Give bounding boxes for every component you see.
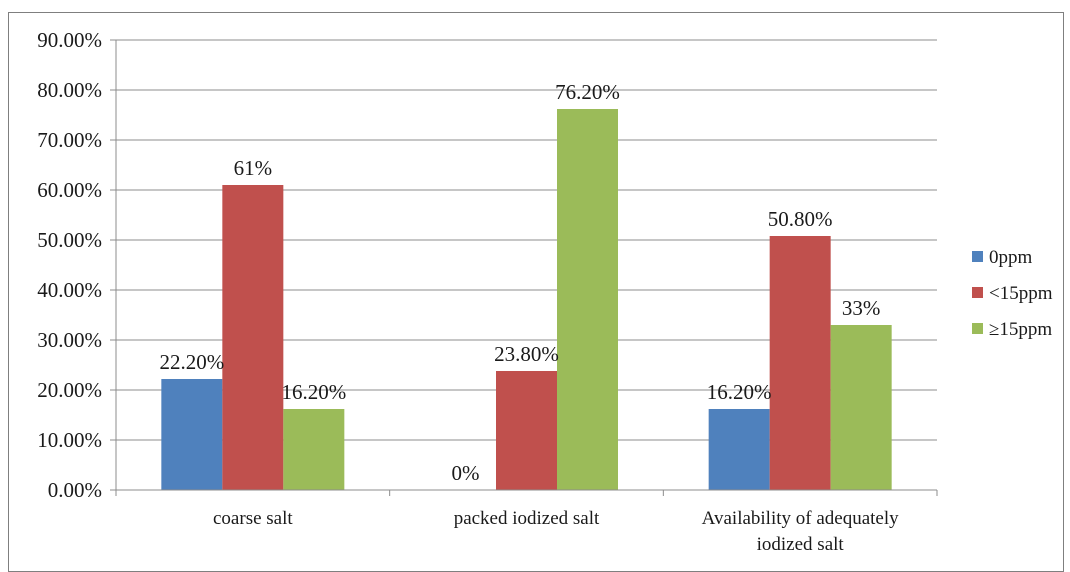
legend-label: ≥15ppm	[989, 319, 1052, 340]
y-tick-label: 40.00%	[37, 278, 102, 302]
bar	[161, 379, 223, 490]
data-label: 61%	[234, 156, 273, 180]
legend: 0ppm <15ppm ≥15ppm	[972, 247, 1053, 340]
bar	[708, 409, 770, 490]
x-category-label-line: iodized salt	[757, 534, 845, 555]
data-label: 23.80%	[494, 342, 559, 366]
y-tick-label: 80.00%	[37, 78, 102, 102]
x-category-label-line: Availability of adequately	[702, 508, 899, 529]
bar	[496, 371, 557, 490]
data-labels: 22.20% 61% 16.20% 0% 23.80% 76.20% 16.20% 50.80…	[159, 80, 880, 485]
legend-swatch	[972, 251, 983, 262]
y-tick-label: 70.00%	[37, 128, 102, 152]
x-category-label-line: coarse salt	[213, 508, 293, 529]
bars	[161, 109, 892, 490]
data-label: 50.80%	[768, 207, 833, 231]
bar	[557, 109, 618, 490]
x-category-label: Availability of adequately iodized salt	[702, 508, 899, 555]
bar	[222, 185, 284, 490]
y-tick-label: 60.00%	[37, 178, 102, 202]
data-label: 0%	[452, 461, 480, 485]
bar	[830, 325, 892, 490]
y-tick-label: 90.00%	[37, 28, 102, 52]
y-tick-label: 50.00%	[37, 228, 102, 252]
y-tick-label: 0.00%	[48, 478, 102, 502]
x-category-label: packed iodized salt	[454, 508, 600, 529]
y-tick-label: 10.00%	[37, 428, 102, 452]
legend-swatch	[972, 323, 983, 334]
data-label: 22.20%	[159, 350, 224, 374]
bar	[769, 236, 831, 490]
x-category-label-line: packed iodized salt	[454, 508, 600, 529]
bar	[283, 409, 345, 490]
x-category-label: coarse salt	[213, 508, 293, 529]
legend-label: 0ppm	[989, 247, 1033, 268]
data-label: 16.20%	[707, 380, 772, 404]
data-label: 76.20%	[555, 80, 620, 104]
y-tick-label: 20.00%	[37, 378, 102, 402]
data-label: 33%	[842, 296, 881, 320]
legend-swatch	[972, 287, 983, 298]
y-tick-label: 30.00%	[37, 328, 102, 352]
axes: 0.00% 10.00% 20.00% 30.00% 40.00% 50.00% 60.00…	[37, 28, 938, 555]
legend-label: <15ppm	[989, 283, 1053, 304]
data-label: 16.20%	[281, 380, 346, 404]
